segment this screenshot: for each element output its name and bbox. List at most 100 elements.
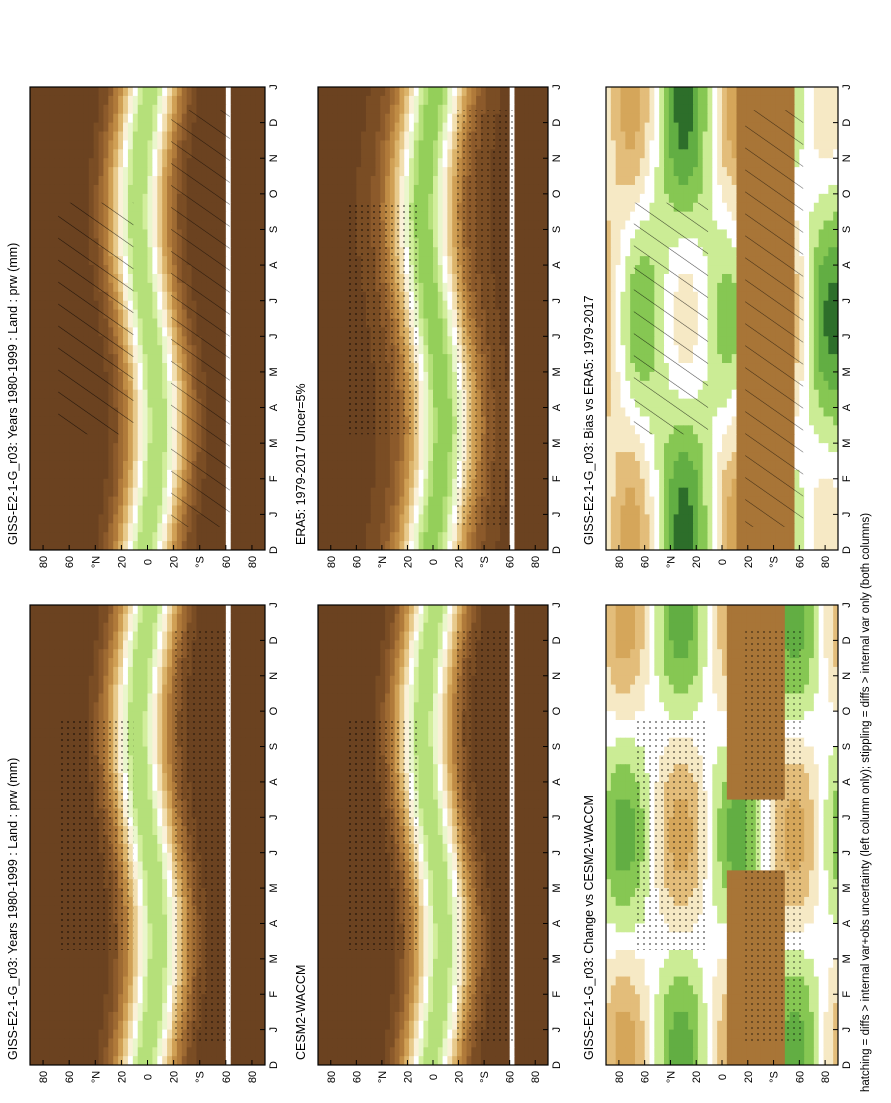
cell [352,123,357,132]
cell [519,167,524,176]
cell [103,497,108,506]
cell [385,488,390,497]
cell [241,96,246,105]
cell [380,479,385,488]
cell [337,399,342,408]
cell [423,523,428,532]
cell [123,541,128,550]
cell [133,167,138,176]
cell [123,87,128,96]
cell [419,310,424,319]
cell [524,523,529,532]
cell [128,470,133,479]
cell [447,194,452,203]
cell [390,461,395,470]
cell [438,310,443,319]
cell [519,247,524,256]
cell [250,443,255,452]
cell [323,497,328,506]
cell [371,132,376,141]
cell [138,345,143,354]
cell [404,461,409,470]
cell [524,354,529,363]
cell [519,514,524,523]
cell [250,185,255,194]
cell [50,505,55,514]
cell [428,238,433,247]
cell [524,372,529,381]
cell [138,185,143,194]
cell [433,229,438,238]
cell [113,452,118,461]
cell [423,470,428,479]
cell [40,443,45,452]
cell [79,434,84,443]
cell [133,292,138,301]
cell [250,176,255,185]
cell [423,505,428,514]
cell [138,434,143,443]
cell [361,158,366,167]
cell [54,461,59,470]
cell [443,434,448,443]
cell [89,158,94,167]
cell [157,292,162,301]
cell [138,505,143,514]
cell [519,408,524,417]
cell [433,292,438,301]
cell [40,452,45,461]
cell [366,158,371,167]
cell [255,354,260,363]
cell [50,452,55,461]
cell [143,425,148,434]
cell [337,452,342,461]
cell [35,497,40,506]
cell [108,434,113,443]
cell [447,292,452,301]
cell [395,114,400,123]
cell [59,488,64,497]
cell [84,434,89,443]
cell [50,247,55,256]
cell [187,87,192,96]
cell [538,176,543,185]
cell [133,265,138,274]
cell [438,523,443,532]
cell [123,167,128,176]
cell [438,363,443,372]
cell [414,194,419,203]
cell [514,523,519,532]
cell [206,87,211,96]
cell [395,105,400,114]
cell [352,443,357,452]
cell [50,149,55,158]
cell [94,185,99,194]
cell [500,532,505,541]
cell [419,149,424,158]
month-tick-label: F [268,475,280,482]
cell [255,185,260,194]
cell [35,87,40,96]
cell [328,345,333,354]
cell [118,505,123,514]
cell [30,363,35,372]
cell [323,416,328,425]
cell [534,416,539,425]
cell [347,532,352,541]
cell [395,167,400,176]
cell [45,221,50,230]
cell [74,114,79,123]
cell [241,105,246,114]
cell [443,452,448,461]
cell [250,345,255,354]
cell [495,96,500,105]
cell [236,185,241,194]
cell [94,505,99,514]
cell [347,470,352,479]
cell [255,443,260,452]
cell [241,274,246,283]
cell [332,336,337,345]
cell [236,443,241,452]
cell [40,416,45,425]
cell [380,140,385,149]
